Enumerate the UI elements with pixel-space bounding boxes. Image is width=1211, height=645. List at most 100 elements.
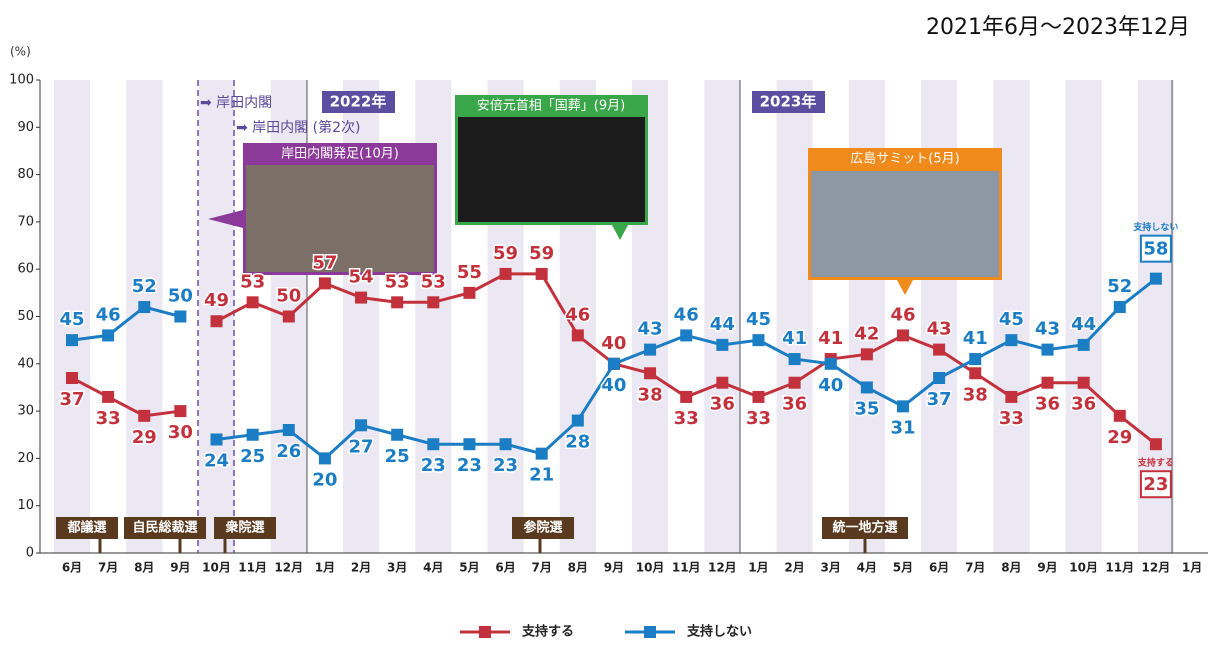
x-tick-label: 6月 [62,561,82,575]
y-tick-label: 20 [17,451,34,466]
point [1005,390,1018,403]
point [1113,409,1126,422]
photo [246,165,434,272]
data-label: 23 [493,455,518,476]
event-box [56,517,118,539]
series-line [71,305,181,342]
data-label: 31 [890,417,915,438]
data-label: 41 [818,328,843,349]
point [282,424,295,437]
point [571,414,584,427]
x-tick-label: 3月 [387,561,407,575]
point [318,277,331,290]
point [933,343,946,356]
point [1077,338,1090,351]
data-label: 36 [710,394,735,415]
series-line [71,376,181,418]
legend-label: 支持しない [686,624,752,640]
data-label: 50 [276,286,301,307]
x-tick-label: 9月 [170,561,190,575]
legend-marker [644,626,656,638]
point [607,357,620,370]
data-label: 40 [601,333,626,354]
point [463,438,476,451]
data-label: 37 [59,389,84,410]
data-label: 38 [963,384,988,405]
point [391,296,404,309]
point [752,334,765,347]
y-tick-label: 60 [17,262,34,277]
data-label: 55 [457,262,482,283]
x-tick-label: 2月 [784,561,804,575]
data-label: 46 [890,304,915,325]
point [210,315,223,328]
data-label: 23 [421,455,446,476]
data-label: 45 [999,309,1024,330]
year-badge [322,91,395,113]
x-tick-label: 8月 [134,561,154,575]
data-label: 23 [457,455,482,476]
data-label: 46 [674,304,699,325]
x-tick-label: 2月 [351,561,371,575]
data-label: 53 [421,271,446,292]
photo-caption: 広島サミット(5月) [850,152,959,167]
point [391,428,404,441]
subtitle: 2021年6月～2023年12月 [926,15,1190,40]
event-label: 自民総裁選 [132,520,197,536]
data-label: 44 [710,314,735,335]
data-label: 30 [168,422,193,443]
annotation: ➡ 岸田内閣 [200,95,272,111]
band [704,80,741,553]
point [933,371,946,384]
point [644,367,657,380]
y-tick-label: 70 [17,214,34,229]
point [318,452,331,465]
y-tick-label: 90 [17,120,34,135]
point [571,329,584,342]
data-label: 33 [96,408,121,429]
x-tick-label: 10月 [636,561,665,575]
x-tick-label: 9月 [604,561,624,575]
pointer [208,210,243,228]
data-label: 41 [963,328,988,349]
point [1041,376,1054,389]
point [1077,376,1090,389]
point [427,296,440,309]
point [210,433,223,446]
data-label: 54 [349,267,374,288]
point [246,296,259,309]
point [499,267,512,280]
data-label: 43 [638,319,663,340]
end-label: 支持しない [1132,221,1178,233]
point [535,267,548,280]
point [463,286,476,299]
data-label: 40 [601,375,626,396]
data-label: 44 [1071,314,1096,335]
pointer [612,225,628,240]
events: 都議選 自民総裁選 衆院選 参院選 統一地方選 [56,517,908,553]
data-label: 33 [999,408,1024,429]
point [174,405,187,418]
point [896,329,909,342]
data-label: 42 [854,323,879,344]
year-badge [752,91,825,113]
data-label: 52 [1107,276,1132,297]
point [282,310,295,323]
y-tick-label: 10 [17,498,34,513]
point [138,409,151,422]
point [1113,301,1126,314]
photo-caption: 岸田内閣発足(10月) [281,146,399,162]
annotation: ➡ 岸田内閣 (第2次) [236,119,360,136]
point [1041,343,1054,356]
x-tick-label: 1月 [1182,561,1202,575]
x-tick-label: 3月 [821,561,841,575]
point [1005,334,1018,347]
point [680,329,693,342]
data-label: 36 [1035,394,1060,415]
x-tick-label: 11月 [1105,561,1134,575]
data-label: 29 [1107,427,1132,448]
event-label: 参院選 [523,520,562,536]
point [788,353,801,366]
data-label: 28 [565,432,590,453]
